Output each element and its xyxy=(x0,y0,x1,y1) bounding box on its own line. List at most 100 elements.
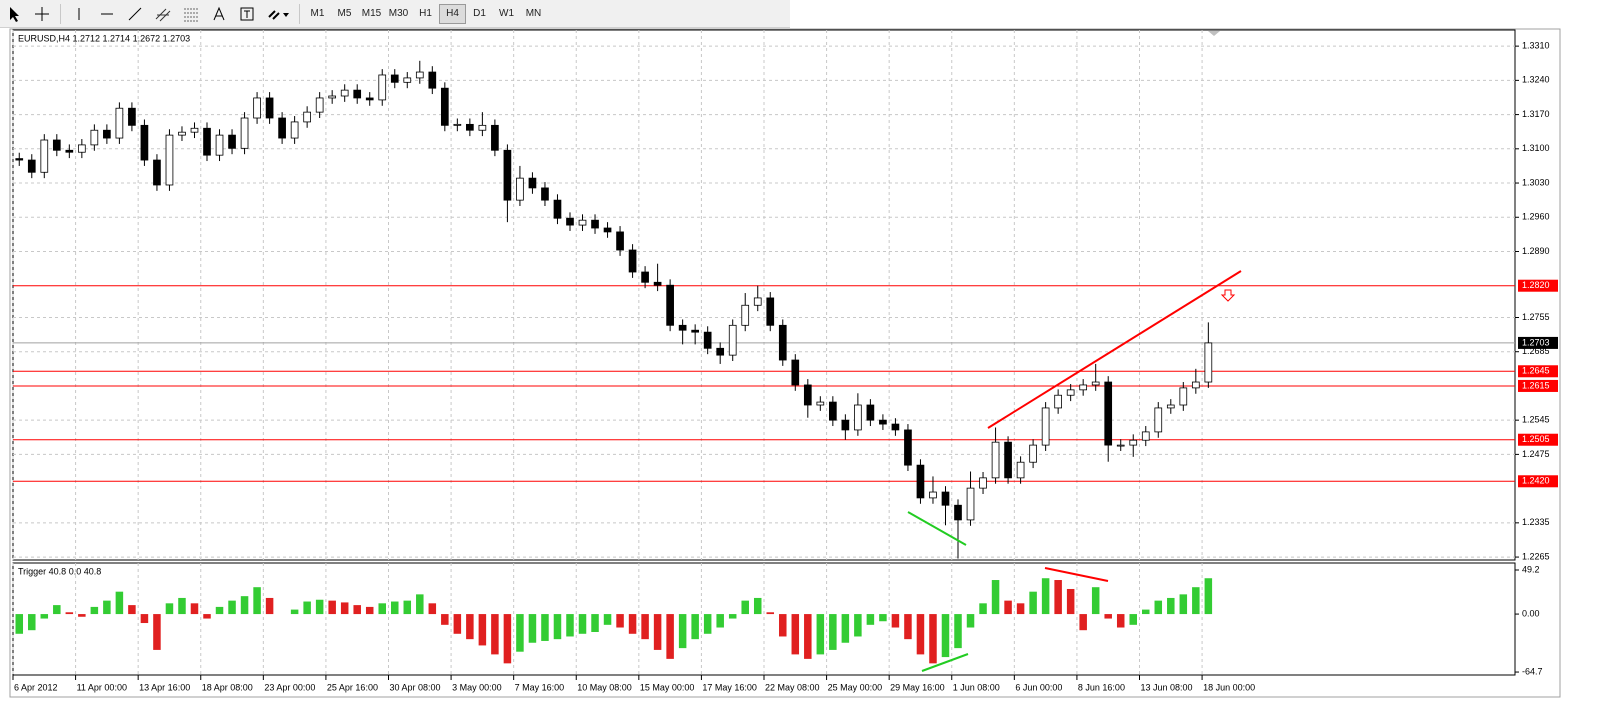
histogram-bar xyxy=(303,601,311,615)
channel-tool[interactable] xyxy=(154,5,172,23)
timeframe-button[interactable]: M5 xyxy=(337,7,352,19)
histogram-bar xyxy=(616,614,624,628)
histogram-bar xyxy=(804,614,812,659)
histogram-bar xyxy=(491,614,499,655)
fibo-tool[interactable] xyxy=(182,5,200,23)
histogram-bar xyxy=(716,614,724,628)
x-tick-label: 3 May 00:00 xyxy=(452,682,502,692)
level-label: 1.2615 xyxy=(1522,380,1550,390)
y-tick-label: 1.2685 xyxy=(1522,346,1550,356)
level-label: 1.2505 xyxy=(1522,434,1550,444)
x-tick-label: 11 Apr 00:00 xyxy=(77,682,127,692)
candle-body xyxy=(503,149,512,201)
timeframe-button[interactable]: W1 xyxy=(499,7,514,19)
timeframe-button[interactable]: H1 xyxy=(419,7,432,19)
histogram-bar xyxy=(829,614,837,650)
y-tick-label: 1.3030 xyxy=(1522,177,1550,187)
y-tick-label: 0.00 xyxy=(1522,608,1540,618)
candle-body xyxy=(1154,407,1163,433)
histogram-bar xyxy=(603,614,612,625)
candle-body xyxy=(803,384,812,406)
candle-body xyxy=(491,124,499,151)
timeframe-button[interactable]: D1 xyxy=(473,7,486,19)
candle-body xyxy=(240,117,249,149)
timeframe-button[interactable]: M15 xyxy=(361,7,382,19)
histogram-bar xyxy=(641,614,649,640)
timeframe-button[interactable]: M30 xyxy=(388,7,409,19)
histogram-bar xyxy=(478,614,487,646)
level-label-box xyxy=(1518,433,1558,446)
histogram-bar xyxy=(365,606,374,615)
x-tick-label: 13 Apr 16:00 xyxy=(139,682,190,692)
shift-marker[interactable] xyxy=(1208,31,1220,36)
candle-body xyxy=(628,249,637,273)
level-label-box xyxy=(1518,379,1558,392)
chart-title: EURUSD,H4 1.2712 1.2714 1.2672 1.2703 xyxy=(18,33,190,43)
histogram-bar xyxy=(741,600,749,615)
y-tick-label: 1.3170 xyxy=(1522,109,1550,119)
divergence-line[interactable] xyxy=(1044,567,1109,582)
candle-body xyxy=(1104,381,1113,446)
histogram-bar xyxy=(891,614,900,628)
current-price-box xyxy=(1518,336,1558,349)
candle-body xyxy=(1204,342,1213,383)
candle-body xyxy=(1016,461,1025,479)
y-tick-label: 1.2475 xyxy=(1522,449,1550,459)
candle-body xyxy=(1129,439,1138,446)
candle-body xyxy=(616,231,624,251)
text-tool[interactable] xyxy=(210,5,228,23)
candle-body xyxy=(415,71,424,79)
histogram-bar xyxy=(228,600,236,615)
histogram-bar xyxy=(591,614,599,632)
indicator-title: Trigger 40.8 0.0 40.8 xyxy=(18,566,101,576)
histogram-bar xyxy=(78,614,86,617)
histogram-bar xyxy=(90,606,99,615)
x-tick-label: 18 Jun 00:00 xyxy=(1203,682,1255,692)
histogram-bar xyxy=(165,603,174,615)
histogram-bar xyxy=(403,600,412,615)
arrows-tool[interactable] xyxy=(266,5,290,23)
histogram-bar xyxy=(416,594,424,615)
cursor-tool[interactable] xyxy=(5,5,23,23)
candle-body xyxy=(916,464,925,499)
candle-body xyxy=(591,219,599,229)
timeframe-button[interactable]: H4 xyxy=(439,3,466,24)
histogram-bar xyxy=(340,602,349,615)
x-tick-label: 6 Jun 00:00 xyxy=(1015,682,1062,692)
x-tick-label: 17 May 16:00 xyxy=(702,682,757,692)
candle-body xyxy=(1091,381,1100,386)
candle-body xyxy=(1179,387,1188,406)
histogram-bar xyxy=(1029,591,1037,615)
y-tick-label: 1.2960 xyxy=(1522,212,1550,222)
histogram-bar xyxy=(1129,614,1137,625)
histogram-bar xyxy=(315,599,324,615)
trendline-tool[interactable] xyxy=(126,5,144,23)
divergence-line[interactable] xyxy=(921,653,969,672)
x-tick-label: 23 Apr 00:00 xyxy=(264,682,315,692)
candle-body xyxy=(478,124,487,131)
label-tool[interactable] xyxy=(238,5,256,23)
trend-line[interactable] xyxy=(987,270,1242,429)
timeframe-button[interactable]: M1 xyxy=(310,7,325,19)
candle-body xyxy=(816,401,825,406)
candle-body xyxy=(103,129,111,139)
x-tick-label: 29 May 16:00 xyxy=(890,682,945,692)
separator xyxy=(60,3,61,24)
histogram-bar xyxy=(678,614,687,649)
candle-body xyxy=(778,324,787,361)
vline-tool[interactable] xyxy=(70,5,88,23)
crosshair-tool[interactable] xyxy=(33,5,51,23)
candle-body xyxy=(666,284,674,326)
candle-body xyxy=(691,329,700,333)
x-tick-label: 7 May 16:00 xyxy=(515,682,565,692)
x-tick-label: 30 Apr 08:00 xyxy=(390,682,441,692)
histogram-bar xyxy=(428,603,437,615)
histogram-bar xyxy=(578,614,587,634)
sell-arrow[interactable] xyxy=(1220,289,1236,302)
candle-body xyxy=(641,271,649,283)
timeframe-button[interactable]: MN xyxy=(525,7,542,19)
candle-body xyxy=(15,158,24,161)
histogram-bar xyxy=(966,614,975,628)
hline-tool[interactable] xyxy=(98,5,116,23)
divergence-line[interactable] xyxy=(907,511,967,546)
